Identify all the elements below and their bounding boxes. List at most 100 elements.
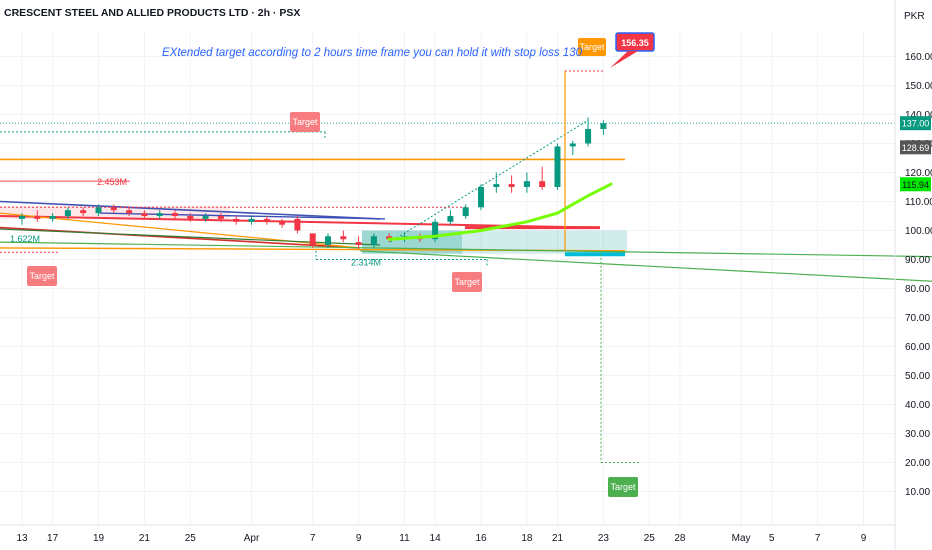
candle-body[interactable] [478,187,484,208]
candle[interactable] [493,172,500,193]
candle[interactable] [508,175,515,193]
green-short-line [0,228,381,246]
candle-body[interactable] [263,218,270,222]
time-tick-label: 7 [815,533,821,544]
target-callout[interactable]: Target [27,266,57,286]
candle[interactable] [523,172,530,193]
candle-body[interactable] [569,143,576,147]
candle[interactable] [279,218,286,228]
candle[interactable] [248,216,255,225]
candle[interactable] [19,213,25,225]
candle-body[interactable] [80,210,87,214]
candle-body[interactable] [294,218,301,231]
candle-body[interactable] [325,236,331,245]
ema-path [387,182,613,241]
candle[interactable] [554,143,561,190]
candle[interactable] [49,213,56,222]
target-callout-text: Target [29,271,55,281]
candle-body[interactable] [217,216,224,219]
candle-body[interactable] [110,207,117,211]
candle-body[interactable] [370,236,377,245]
candle-body[interactable] [248,218,255,222]
candle-body[interactable] [233,218,240,222]
price-axis-label[interactable]: 137.00 [900,116,931,131]
candle-body[interactable] [309,233,316,245]
price-tick-label: 90.00 [905,255,930,266]
candle-body[interactable] [19,216,25,219]
price-axis[interactable]: 160.00150.00140.00130.00120.00110.00100.… [894,0,932,550]
time-tick-label: 11 [399,533,410,544]
candle-body[interactable] [64,210,71,216]
candle-body[interactable] [447,216,454,222]
candle-body[interactable] [126,210,133,214]
candle[interactable] [432,218,439,243]
candle-body[interactable] [172,213,178,216]
candle[interactable] [141,210,148,219]
currency-label[interactable]: PKR [904,11,925,22]
candle[interactable] [202,213,209,222]
candle[interactable] [80,207,87,216]
candle-body[interactable] [355,242,362,245]
candle[interactable] [172,210,178,219]
candle[interactable] [217,213,224,222]
price-callout-text: 156.35 [621,38,649,48]
candle-body[interactable] [462,207,469,216]
candle[interactable] [462,204,469,219]
volume-label: 2.314M [351,257,381,267]
candle-body[interactable] [95,207,102,214]
candle-body[interactable] [340,236,347,240]
candle-body[interactable] [600,123,607,129]
candle-body[interactable] [554,146,561,187]
candle[interactable] [585,117,592,147]
candle[interactable] [294,216,301,234]
candle[interactable] [478,184,484,211]
candle-body[interactable] [49,216,56,219]
target-callout[interactable]: Target [578,38,606,56]
candle[interactable] [126,207,133,216]
candle[interactable] [569,140,576,156]
candle-body[interactable] [187,216,194,219]
price-callout-156[interactable]: 156.35 [610,32,655,68]
candle-body[interactable] [34,216,41,219]
candle[interactable] [355,236,362,248]
candle[interactable] [325,233,331,248]
candle-body[interactable] [141,213,148,216]
candles[interactable] [19,117,607,248]
candle-body[interactable] [202,216,209,219]
candle-body[interactable] [585,129,592,144]
candle-body[interactable] [279,221,286,225]
candle[interactable] [187,213,194,222]
price-axis-label[interactable]: 115.94 [900,177,931,192]
candle[interactable] [156,210,163,219]
candle[interactable] [447,210,454,225]
candle-body[interactable] [508,184,515,187]
candle-body[interactable] [432,221,439,240]
green-down-line [359,250,932,282]
candle[interactable] [263,216,270,225]
target-callout[interactable]: Target [608,477,638,497]
candle[interactable] [233,216,240,225]
candle[interactable] [539,166,546,190]
candle-body[interactable] [493,184,500,187]
candle-body[interactable] [523,181,530,187]
candle-body[interactable] [539,181,546,187]
target-callout-box [578,38,606,56]
time-axis[interactable]: 13 17 19 21 25 Apr 7 9 11 14 16 18 21 23 25 28 May 5 7 9 [0,524,895,544]
price-axis-label[interactable]: 128.69 [900,140,931,155]
candle[interactable] [370,233,377,248]
candle[interactable] [64,207,71,219]
callouts[interactable]: 156.35 2.453M 1.622M 2.314M Target Target Targ… [10,32,655,497]
candle-body[interactable] [156,213,163,216]
price-callout-pointer [610,51,638,68]
time-tick-label: 9 [356,533,362,544]
price-tick-label: 110.00 [905,197,932,208]
candle[interactable] [95,204,102,216]
candle[interactable] [340,230,347,243]
candle[interactable] [34,210,41,222]
candle[interactable] [600,120,607,135]
target-callout[interactable]: Target [452,272,482,292]
candle[interactable] [309,233,316,248]
candle[interactable] [110,204,117,214]
target-callout[interactable]: Target [290,112,320,132]
